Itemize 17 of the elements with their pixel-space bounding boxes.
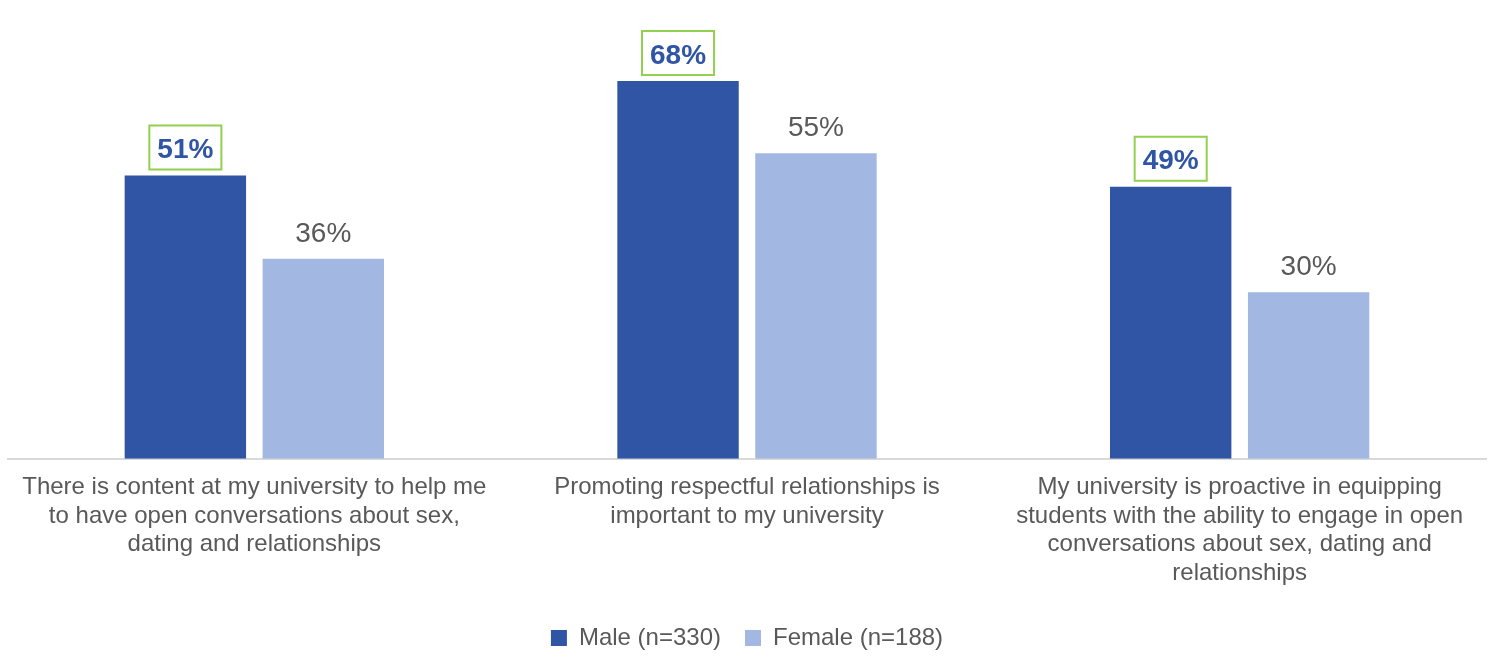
data-label: 51% [157,133,214,165]
bar [617,81,739,459]
data-label: 68% [650,38,707,70]
data-label: 36% [295,216,352,248]
bar [755,153,877,459]
data-label: 30% [1280,249,1337,281]
bar [262,258,384,459]
x-tick-label: There is content at my university to help me to have open conversations about sex, dating and relationships [22,471,487,557]
bar [124,175,247,459]
bar [1247,292,1370,459]
legend-label: Male (n=330) [578,622,721,650]
x-tick-label: Promoting respectful relationships is important to my university [554,471,940,528]
data-label: 49% [1142,144,1199,176]
x-tick-label: My university is proactive in equipping students with the ability to engage in open conversations about sex, dating and relationships [1016,471,1464,586]
legend-label: Female (n=188) [773,622,944,650]
bar [1110,186,1232,459]
data-label: 55% [787,111,844,143]
